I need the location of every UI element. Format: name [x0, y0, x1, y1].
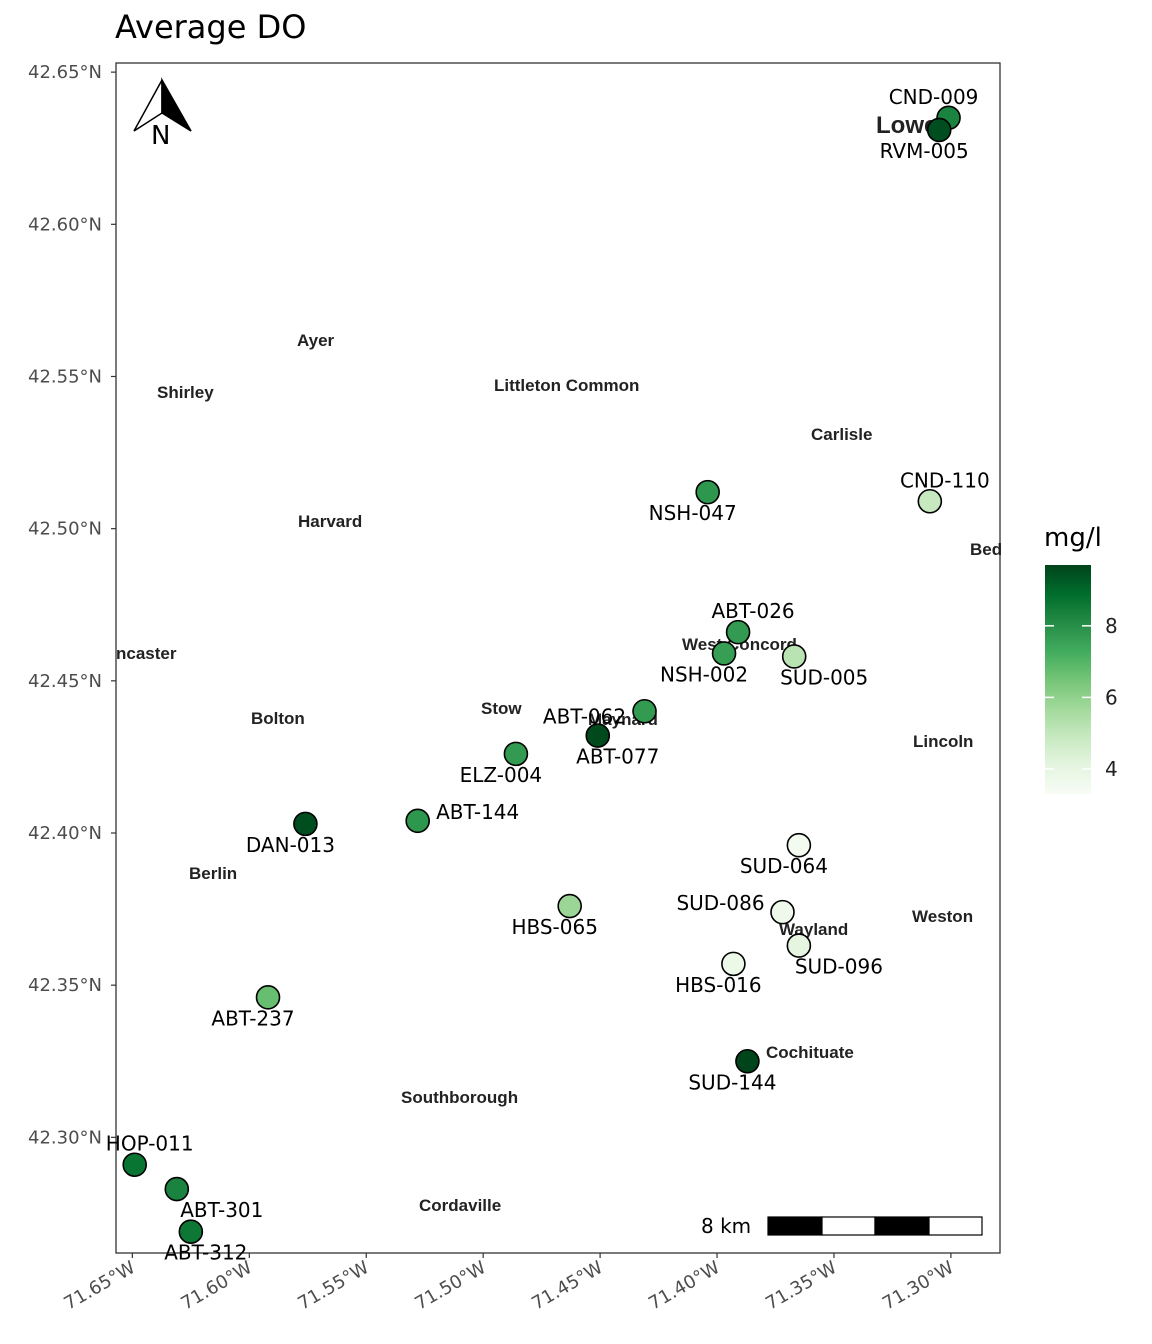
lat-tick-label: 42.60°N: [28, 214, 102, 235]
site-point-dan-013: [293, 811, 318, 837]
site-label-elz-004: ELZ-004: [460, 763, 543, 787]
lon-tick-label: 71.55°W: [294, 1257, 373, 1314]
site-point-hbs-016: [721, 951, 746, 977]
site-label-nsh-047: NSH-047: [649, 501, 737, 525]
scale-segment-1: [767, 1216, 823, 1236]
site-point-abt-144: [405, 808, 430, 834]
town-label-carlisle: Carlisle: [811, 425, 872, 444]
map-title: Average DO: [115, 8, 307, 46]
site-point-nsh-002: [711, 641, 737, 666]
lat-tick-label: 42.45°N: [28, 671, 102, 692]
lat-tick-label: 42.35°N: [28, 975, 102, 996]
site-point-abt-077: [585, 723, 611, 748]
lat-tick-label: 42.50°N: [28, 519, 102, 540]
site-point-sud-096: [786, 933, 812, 958]
town-label-stow: Stow: [481, 699, 522, 718]
site-point-abt-026: [725, 619, 751, 645]
site-label-abt-237: ABT-237: [211, 1006, 294, 1030]
site-label-abt-077: ABT-077: [576, 745, 659, 769]
site-label-cnd-110: CND-110: [900, 468, 990, 492]
site-labels: CND-009 RVM-005 CND-110 NSH-047 ABT-026 NSH-0…: [106, 85, 990, 1265]
site-label-sud-086: SUD-086: [676, 891, 764, 915]
scale-segment-3: [874, 1216, 930, 1236]
site-label-nsh-002: NSH-002: [660, 662, 748, 686]
site-label-sud-005: SUD-005: [780, 665, 868, 689]
town-label-west-concord: West Concord: [682, 635, 797, 654]
site-point-sud-144: [735, 1048, 760, 1074]
scale-bar-label: 8 km: [701, 1214, 751, 1238]
site-label-rvm-005: RVM-005: [880, 139, 969, 163]
site-label-hop-011: HOP-011: [106, 1132, 194, 1156]
latitude-axis: 42.30°N 42.35°N 42.40°N 42.45°N 42.50°N 42.55…: [28, 62, 116, 1148]
site-point-sud-005: [781, 644, 807, 669]
town-label-cordaville: Cordaville: [419, 1196, 501, 1215]
site-point-abt-301: [164, 1176, 190, 1202]
lon-tick-label: 71.65°W: [61, 1257, 140, 1314]
site-point-hop-011: [122, 1152, 148, 1178]
site-point-elz-004: [503, 741, 529, 767]
lat-tick-label: 42.65°N: [28, 62, 102, 83]
lon-tick-label: 71.30°W: [879, 1257, 958, 1314]
site-label-abt-312: ABT-312: [164, 1241, 247, 1265]
scale-segment-2: [821, 1216, 876, 1236]
site-point-nsh-047: [695, 479, 720, 505]
site-label-abt-026: ABT-026: [711, 599, 794, 623]
site-label-cnd-009: CND-009: [889, 85, 979, 109]
lon-tick-label: 71.60°W: [177, 1257, 256, 1314]
lon-tick-label: 71.40°W: [645, 1257, 724, 1314]
site-point-cnd-110: [917, 488, 943, 514]
site-point-sud-064: [786, 832, 812, 858]
town-label-ayer: Ayer: [297, 331, 335, 350]
town-label-lancaster: ncaster: [116, 644, 177, 663]
site-label-sud-064: SUD-064: [740, 854, 828, 878]
site-point-abt-312: [178, 1219, 204, 1244]
site-label-sud-096: SUD-096: [795, 955, 883, 979]
legend-ticks: 4 6 8: [1045, 614, 1118, 781]
lon-tick-label: 71.45°W: [528, 1257, 607, 1314]
town-label-shirley: Shirley: [157, 383, 214, 402]
site-points: [122, 105, 961, 1244]
lat-tick-label: 42.55°N: [28, 366, 102, 387]
town-label-bedford: Bed: [970, 540, 1002, 559]
scale-bar: 8 km: [701, 1214, 983, 1238]
color-legend: mg/l 4 6 8: [1044, 523, 1118, 794]
town-label-cochituate: Cochituate: [766, 1043, 854, 1062]
legend-tick-label: 6: [1105, 685, 1118, 709]
town-label-weston: Weston: [912, 907, 973, 926]
site-label-sud-144: SUD-144: [688, 1070, 776, 1094]
site-label-abt-144: ABT-144: [436, 800, 519, 824]
site-point-sud-086: [770, 899, 795, 925]
legend-title: mg/l: [1044, 523, 1102, 553]
site-point-abt-062: [632, 698, 657, 724]
site-point-hbs-065: [557, 893, 582, 919]
north-arrow: N: [133, 77, 192, 151]
north-arrow-label: N: [151, 121, 170, 151]
legend-colorbar: [1045, 565, 1091, 794]
site-label-hbs-016: HBS-016: [675, 973, 762, 997]
lat-tick-label: 42.30°N: [28, 1127, 102, 1148]
town-label-harvard: Harvard: [298, 512, 362, 531]
town-label-littleton-common: Littleton Common: [494, 376, 639, 395]
site-label-hbs-065: HBS-065: [511, 915, 598, 939]
lon-tick-label: 71.50°W: [411, 1257, 490, 1314]
lon-tick-label: 71.35°W: [762, 1257, 841, 1314]
legend-tick-label: 8: [1105, 614, 1118, 638]
lat-tick-label: 42.40°N: [28, 823, 102, 844]
legend-tick-label: 4: [1105, 757, 1118, 781]
site-point-rvm-005: [926, 117, 952, 143]
town-label-wayland: Wayland: [779, 920, 848, 939]
scale-segment-4: [928, 1216, 983, 1236]
town-label-bolton: Bolton: [251, 709, 305, 728]
town-label-southborough: Southborough: [401, 1088, 518, 1107]
site-point-abt-237: [255, 985, 281, 1010]
map-panel: [115, 62, 1001, 1254]
site-label-abt-301: ABT-301: [180, 1198, 263, 1222]
north-arrow-right-half: [161, 77, 192, 132]
site-label-abt-062: ABT-062: [543, 704, 626, 728]
town-labels: Ayer Shirley Littleton Common Carlisle H…: [116, 112, 1002, 1215]
site-label-dan-013: DAN-013: [246, 833, 335, 857]
town-label-berlin: Berlin: [189, 864, 237, 883]
town-label-lincoln: Lincoln: [913, 732, 973, 751]
